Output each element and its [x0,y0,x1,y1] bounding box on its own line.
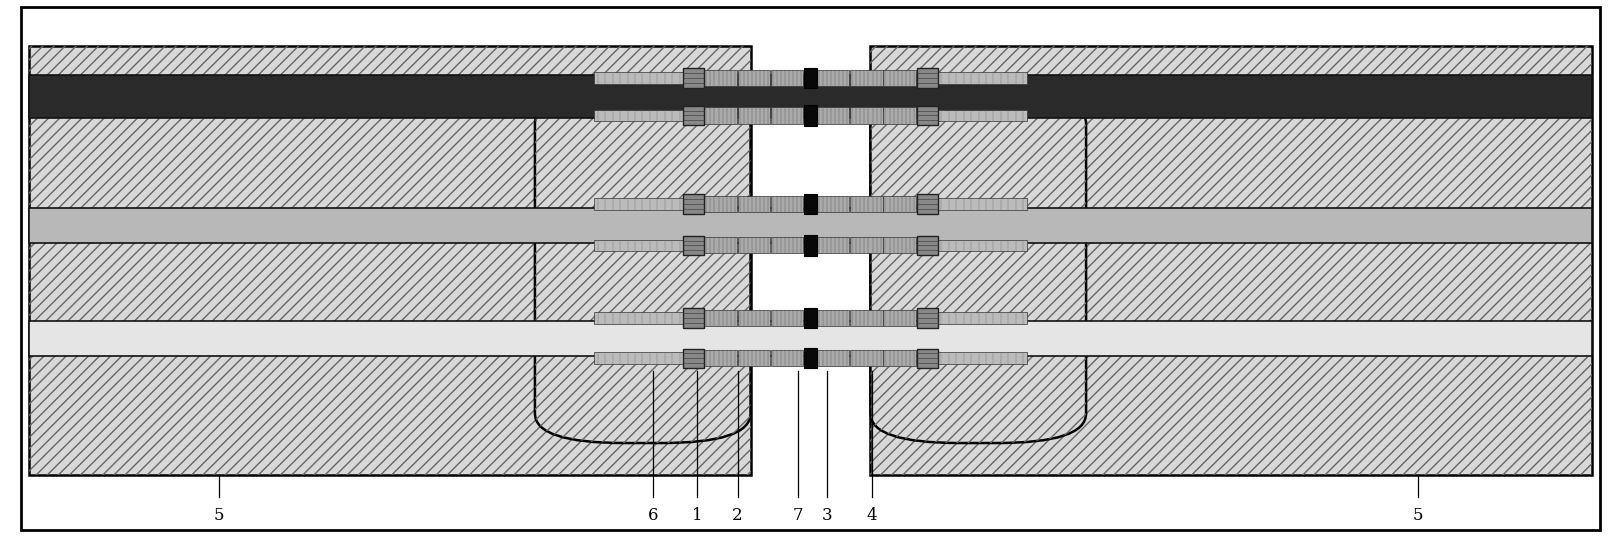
Text: 3: 3 [822,507,832,525]
Text: 5: 5 [214,507,224,525]
Bar [817,310,849,326]
Bar [29,208,1592,243]
Bar [883,350,916,366]
Bar [849,310,882,326]
Bar [883,310,916,326]
Text: 7: 7 [793,507,802,525]
Bar [937,312,1028,324]
Bar [883,237,916,253]
Bar [772,237,804,253]
Bar [937,198,1028,210]
Bar [804,308,817,328]
Bar [917,349,937,368]
Bar [684,68,704,88]
Bar [849,70,882,86]
Bar [684,349,704,368]
Bar [684,308,704,328]
Bar [29,75,1592,118]
Bar [593,312,684,324]
Bar [849,350,882,366]
Bar [772,350,804,366]
Bar [917,308,937,328]
Bar [738,237,770,253]
Bar [704,310,736,326]
Text: 6: 6 [648,507,658,525]
Text: 1: 1 [692,507,702,525]
Bar [937,240,1028,251]
Bar [772,310,804,326]
Bar [849,196,882,212]
Bar [804,68,817,88]
Bar [937,352,1028,364]
Bar [817,70,849,86]
Bar [817,237,849,253]
Bar [29,46,751,475]
Text: 4: 4 [867,507,877,525]
Bar [772,107,804,124]
Text: 5: 5 [1414,507,1423,525]
Bar [883,70,916,86]
Bar [804,348,817,368]
Bar [593,110,684,121]
Bar [684,106,704,125]
Bar [804,235,817,256]
Bar [817,350,849,366]
Bar [917,106,937,125]
Bar [704,70,736,86]
Bar [593,240,684,251]
Bar [593,352,684,364]
FancyBboxPatch shape [535,94,751,443]
Bar [849,237,882,253]
Bar [738,107,770,124]
Bar [870,46,1592,475]
Bar [684,194,704,214]
Bar [704,196,736,212]
Text: 2: 2 [733,507,742,525]
Bar [917,236,937,255]
Bar [704,237,736,253]
Bar [738,310,770,326]
FancyBboxPatch shape [870,94,1086,443]
Bar [804,194,817,214]
Bar [883,107,916,124]
Bar [917,68,937,88]
Bar [738,350,770,366]
Bar [883,196,916,212]
Bar [870,46,1592,475]
Bar [804,105,817,126]
Bar [29,46,751,475]
Bar [738,70,770,86]
Bar [937,72,1028,84]
Bar [772,196,804,212]
Bar [593,72,684,84]
Bar [937,110,1028,121]
Bar [29,321,1592,355]
Bar [917,194,937,214]
Bar [849,107,882,124]
Bar [704,350,736,366]
Bar [593,198,684,210]
Bar [684,236,704,255]
Bar [772,70,804,86]
Bar [817,107,849,124]
Bar [738,196,770,212]
Bar [704,107,736,124]
Bar [817,196,849,212]
